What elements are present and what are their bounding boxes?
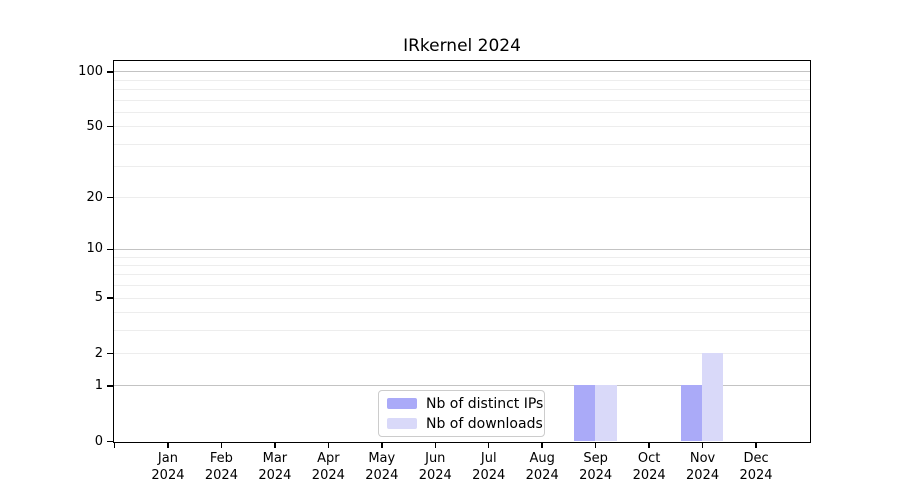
x-tick-month: Aug: [529, 451, 555, 466]
gridline-minor: [114, 99, 810, 101]
x-tick: [594, 443, 597, 448]
bar-distinct-ips: [680, 385, 703, 441]
legend-item-downloads: Nb of downloads: [387, 416, 543, 432]
x-tick-label: Aug 2024: [510, 450, 574, 484]
gridline-minor: [114, 256, 810, 258]
x-tick-year: 2024: [739, 468, 773, 483]
y-tick-label: 1: [94, 377, 103, 393]
x-tick: [701, 443, 704, 448]
x-tick: [113, 443, 116, 448]
y-tick-label: 20: [86, 189, 103, 205]
y-tick-label: 0: [94, 433, 103, 449]
gridline-minor: [114, 79, 810, 81]
gridline-minor: [114, 265, 810, 267]
x-tick-label: Jun 2024: [403, 450, 467, 484]
y-tick: [107, 196, 113, 199]
bar-downloads: [702, 353, 724, 441]
y-tick-label: 2: [94, 345, 103, 361]
x-tick: [434, 443, 437, 448]
gridline-minor: [114, 297, 810, 299]
gridline-minor: [114, 274, 810, 276]
plot-area: [113, 60, 811, 443]
x-tick-label: Jul 2024: [457, 450, 521, 484]
gridline-major: [114, 385, 810, 387]
x-tick: [648, 443, 650, 448]
y-tick: [107, 71, 113, 73]
gridline-major: [114, 71, 810, 73]
gridline-minor: [114, 353, 810, 355]
gridline-minor: [114, 312, 810, 314]
x-tick-year: 2024: [258, 468, 292, 483]
x-tick-month: Feb: [209, 451, 233, 466]
y-tick: [107, 352, 113, 355]
x-tick-year: 2024: [418, 468, 452, 483]
x-tick-label: Dec 2024: [724, 450, 788, 484]
legend: Nb of distinct IPs Nb of downloads: [378, 390, 545, 437]
x-tick-month: May: [368, 451, 396, 466]
y-tick: [107, 440, 113, 443]
x-tick-month: Dec: [743, 451, 769, 466]
gridline-minor: [114, 111, 810, 113]
gridline-major: [114, 248, 810, 250]
chart-title: IRkernel 2024: [403, 36, 521, 56]
x-tick-year: 2024: [579, 468, 613, 483]
x-tick: [487, 443, 490, 448]
x-tick: [381, 443, 383, 448]
x-tick-label: Sep 2024: [564, 450, 628, 484]
legend-swatch-downloads: [387, 418, 417, 429]
x-tick-month: Sep: [583, 451, 608, 466]
x-tick: [755, 443, 757, 448]
x-tick: [541, 443, 543, 448]
x-tick-label: Nov 2024: [671, 450, 735, 484]
x-tick-label: Mar 2024: [243, 450, 307, 484]
gridline-minor: [114, 143, 810, 145]
gridline-minor: [114, 126, 810, 128]
legend-label-downloads: Nb of downloads: [426, 415, 543, 432]
legend-swatch-distinct-ips: [387, 398, 417, 409]
gridline-minor: [114, 197, 810, 199]
gridline-minor: [114, 329, 810, 331]
x-tick-label: Oct 2024: [617, 450, 681, 484]
x-tick-year: 2024: [686, 468, 720, 483]
x-tick-month: Jan: [157, 451, 178, 466]
x-tick: [327, 443, 330, 448]
x-tick-month: Nov: [689, 451, 716, 466]
y-tick-label: 50: [86, 118, 103, 134]
x-tick: [167, 443, 169, 448]
y-tick: [107, 385, 113, 387]
y-tick: [107, 125, 113, 128]
x-tick-year: 2024: [151, 468, 185, 483]
x-tick: [274, 443, 276, 448]
x-tick: [220, 443, 223, 448]
gridline-minor: [114, 285, 810, 287]
x-tick-year: 2024: [365, 468, 399, 483]
x-tick-year: 2024: [472, 468, 506, 483]
y-tick-label: 10: [86, 241, 103, 257]
legend-item-distinct-ips: Nb of distinct IPs: [387, 396, 543, 412]
x-tick-month: Jul: [480, 451, 497, 466]
gridline-minor: [114, 165, 810, 167]
x-tick-label: May 2024: [350, 450, 414, 484]
x-tick-label: Feb 2024: [189, 450, 253, 484]
x-tick-year: 2024: [525, 468, 559, 483]
y-tick: [107, 248, 113, 251]
x-tick-month: Jun: [425, 451, 446, 466]
x-tick-year: 2024: [311, 468, 345, 483]
x-tick-label: Jan 2024: [136, 450, 200, 484]
y-tick-label: 100: [78, 63, 103, 79]
gridline-minor: [114, 89, 810, 91]
x-tick-month: Oct: [637, 451, 661, 466]
y-tick: [107, 297, 113, 299]
y-tick-label: 5: [94, 290, 103, 305]
x-tick-year: 2024: [204, 468, 238, 483]
bar-distinct-ips: [573, 385, 596, 441]
x-tick-label: Apr 2024: [296, 450, 360, 484]
x-tick-month: Mar: [262, 451, 288, 466]
legend-label-distinct-ips: Nb of distinct IPs: [426, 395, 544, 412]
x-tick-month: Apr: [317, 451, 340, 466]
x-tick-year: 2024: [632, 468, 666, 483]
bar-downloads: [595, 385, 617, 441]
